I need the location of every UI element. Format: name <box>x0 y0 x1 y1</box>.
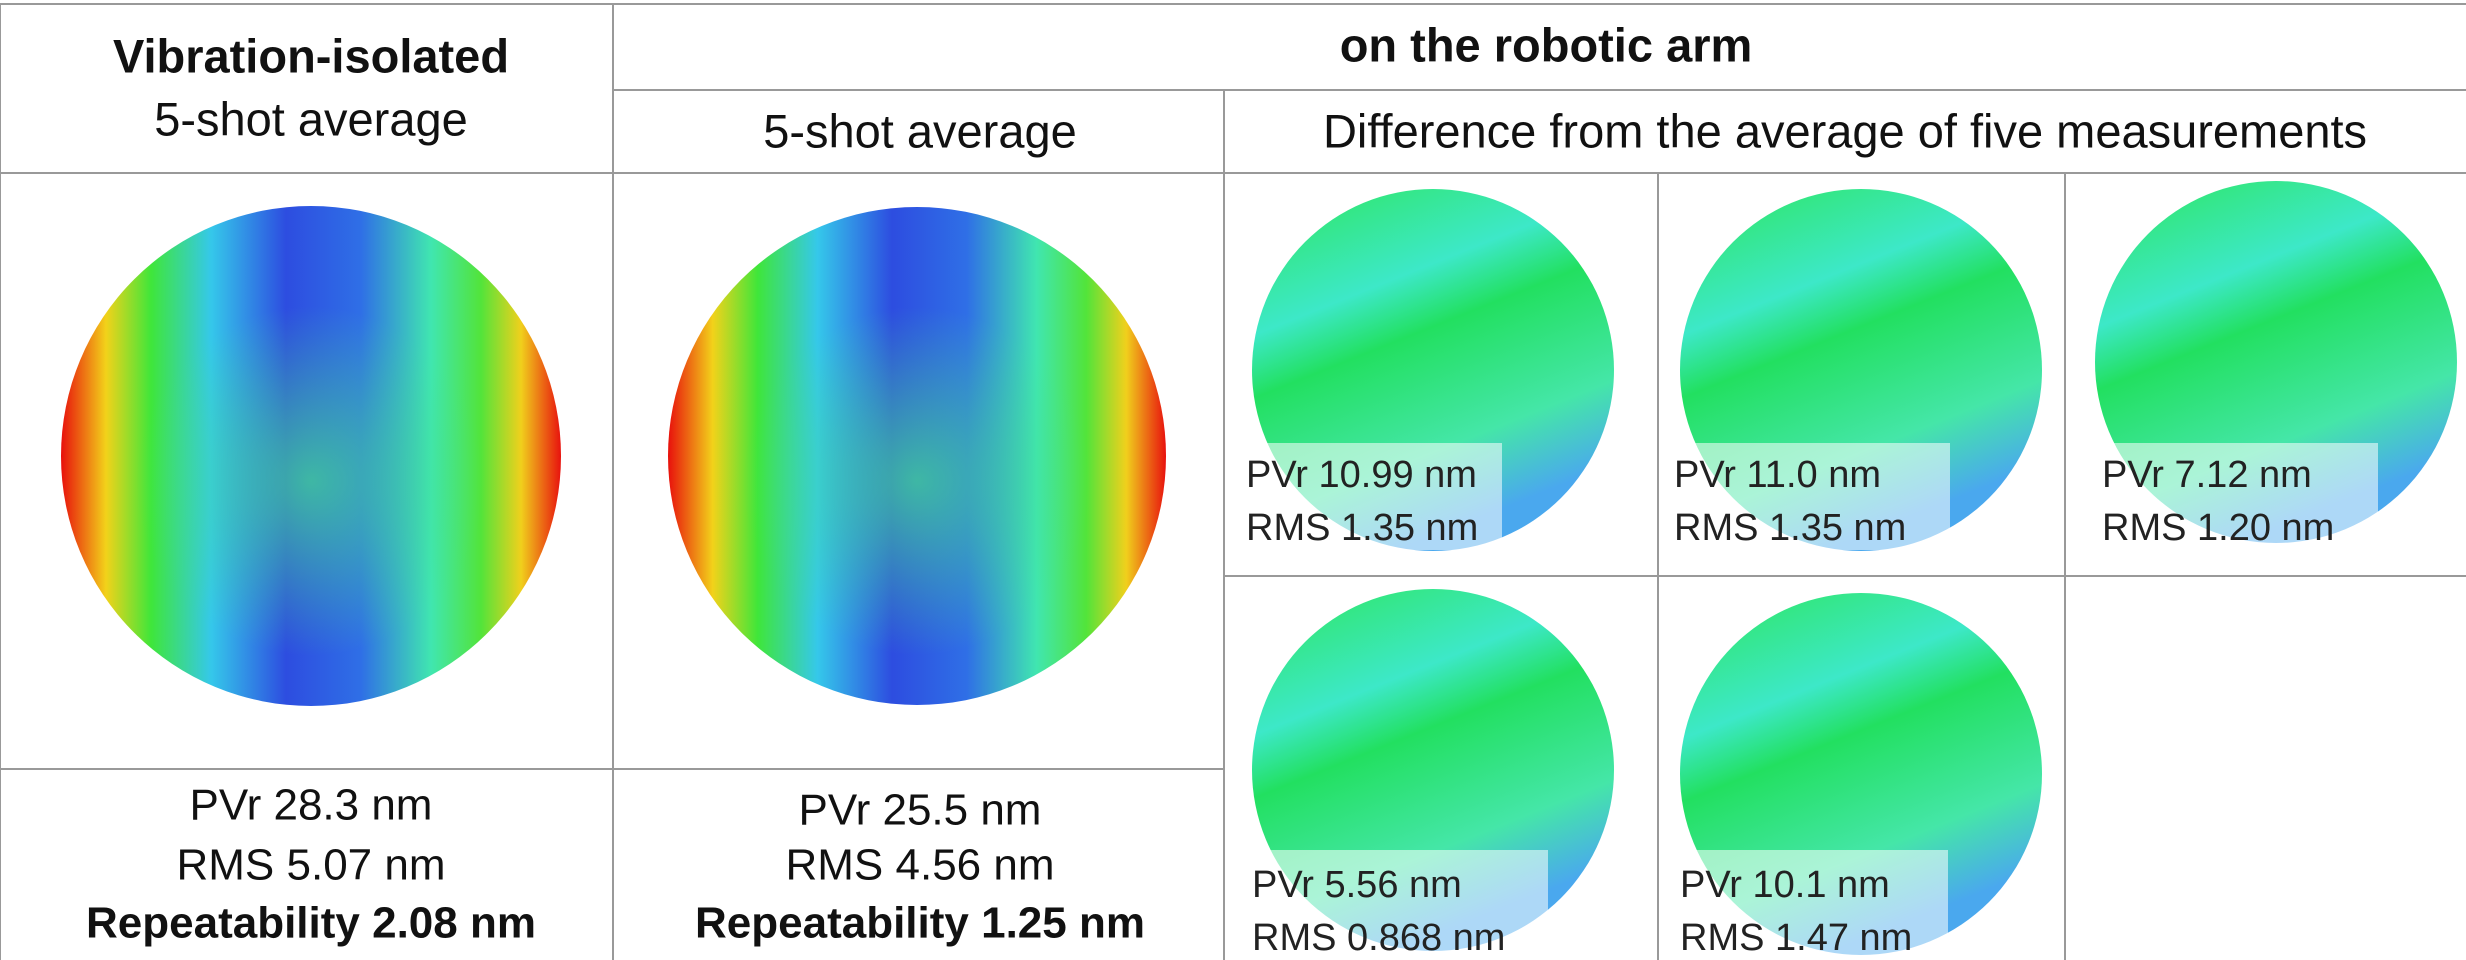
pvr-label: PVr 10.1 nm <box>1680 864 1890 906</box>
header-title: on the robotic arm <box>1340 18 1753 71</box>
pvr-label: PVr 11.0 nm <box>1674 454 1881 496</box>
pvr-label: PVr 28.3 nm <box>190 781 433 830</box>
pvr-label: PVr 10.99 nm <box>1246 454 1477 496</box>
label-background <box>1664 443 1950 550</box>
rms-label: RMS 1.35 nm <box>1246 507 1478 549</box>
pvr-label: PVr 7.12 nm <box>2102 454 2312 496</box>
rms-label: RMS 1.47 nm <box>1680 917 1912 959</box>
label-background <box>2092 443 2378 550</box>
header-subtitle: Difference from the average of five meas… <box>1323 104 2367 157</box>
surface-map-overlay <box>668 207 1166 705</box>
repeatability-label: Repeatability 2.08 nm <box>86 899 536 948</box>
rms-label: RMS 5.07 nm <box>177 841 446 890</box>
pvr-label: PVr 25.5 nm <box>799 786 1042 835</box>
rms-label: RMS 4.56 nm <box>786 841 1055 890</box>
surface-map-overlay <box>61 206 561 706</box>
header-subtitle: 5-shot average <box>763 104 1077 157</box>
label-background <box>1242 850 1548 960</box>
pvr-label: PVr 5.56 nm <box>1252 864 1462 906</box>
header-title: Vibration-isolated <box>113 29 509 82</box>
header-subtitle: 5-shot average <box>154 92 468 145</box>
rms-label: RMS 1.20 nm <box>2102 507 2334 549</box>
repeatability-label: Repeatability 1.25 nm <box>695 899 1145 948</box>
rms-label: RMS 1.35 nm <box>1674 507 1906 549</box>
label-background <box>1236 443 1502 550</box>
rms-label: RMS 0.868 nm <box>1252 917 1505 959</box>
label-background <box>1670 850 1948 960</box>
